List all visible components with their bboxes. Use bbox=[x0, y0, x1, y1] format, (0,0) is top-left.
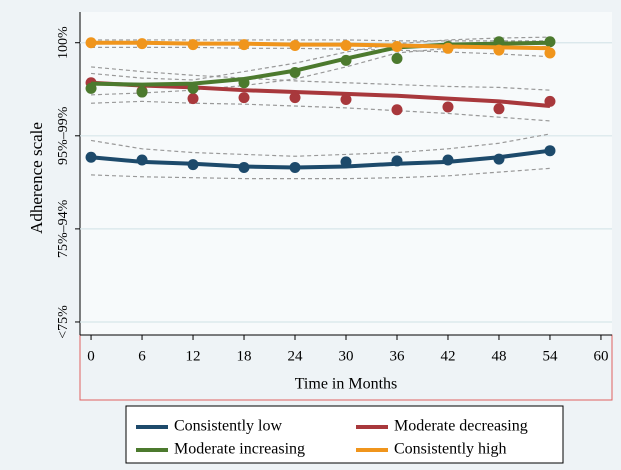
data-point bbox=[340, 40, 352, 52]
x-tick-label: 30 bbox=[339, 348, 354, 364]
legend-label: Consistently high bbox=[394, 441, 506, 458]
data-point bbox=[238, 161, 250, 173]
data-point bbox=[544, 47, 556, 59]
data-point bbox=[391, 40, 403, 52]
data-point bbox=[289, 40, 301, 52]
data-point bbox=[85, 37, 97, 49]
x-tick-label: 54 bbox=[542, 348, 558, 364]
fitted-line bbox=[91, 40, 550, 51]
data-point bbox=[85, 151, 97, 163]
x-tick-label: 18 bbox=[237, 348, 252, 364]
data-point bbox=[544, 36, 556, 48]
y-tick-label: <75% bbox=[56, 305, 71, 339]
legend bbox=[125, 405, 564, 464]
data-point bbox=[544, 95, 556, 107]
legend-label: Moderate increasing bbox=[174, 441, 305, 458]
fitted-line bbox=[90, 148, 551, 170]
data-point bbox=[442, 101, 454, 113]
x-tick-label: 0 bbox=[87, 348, 95, 364]
data-point bbox=[340, 93, 352, 105]
confidence-bound bbox=[90, 36, 550, 81]
data-point bbox=[493, 36, 505, 48]
data-point bbox=[493, 153, 505, 165]
data-point bbox=[238, 77, 250, 89]
fitted-line bbox=[90, 80, 551, 109]
y-tick-label: 75%–94% bbox=[56, 199, 71, 258]
fitted-line bbox=[91, 40, 550, 87]
data-point bbox=[187, 93, 199, 105]
data-point bbox=[238, 92, 250, 104]
data-point bbox=[391, 155, 403, 167]
y-tick-label: 100% bbox=[56, 26, 71, 59]
data-point bbox=[289, 67, 301, 79]
y-axis-title: Adherence scale bbox=[27, 122, 46, 234]
x-axis-title: Time in Months bbox=[295, 376, 398, 393]
data-point bbox=[238, 39, 250, 51]
data-point bbox=[187, 82, 199, 94]
data-point bbox=[289, 161, 301, 173]
data-point bbox=[136, 38, 148, 50]
x-tick-label: 36 bbox=[389, 348, 405, 364]
data-point bbox=[187, 159, 199, 171]
data-point bbox=[136, 86, 148, 98]
data-point bbox=[340, 54, 352, 66]
data-point bbox=[391, 53, 403, 65]
confidence-bound bbox=[90, 133, 551, 157]
data-point bbox=[289, 92, 301, 104]
data-point bbox=[85, 82, 97, 94]
data-point bbox=[442, 154, 454, 166]
y-tick-label: 95%–99% bbox=[56, 106, 71, 165]
data-point bbox=[493, 44, 505, 56]
legend-label: Moderate decreasing bbox=[394, 418, 528, 435]
data-point bbox=[187, 39, 199, 51]
data-point bbox=[340, 156, 352, 168]
data-point bbox=[136, 154, 148, 166]
legend-label: Consistently low bbox=[174, 418, 282, 435]
x-tick-label: 42 bbox=[440, 348, 455, 364]
data-point bbox=[493, 103, 505, 115]
x-tick-label: 48 bbox=[491, 348, 506, 364]
data-point bbox=[442, 42, 454, 54]
x-tick-label: 6 bbox=[138, 348, 146, 364]
data-point bbox=[391, 104, 403, 116]
x-tick-label: 24 bbox=[288, 348, 304, 364]
data-point bbox=[544, 145, 556, 157]
x-tick-label: 12 bbox=[186, 348, 201, 364]
x-tick-label: 60 bbox=[593, 348, 608, 364]
